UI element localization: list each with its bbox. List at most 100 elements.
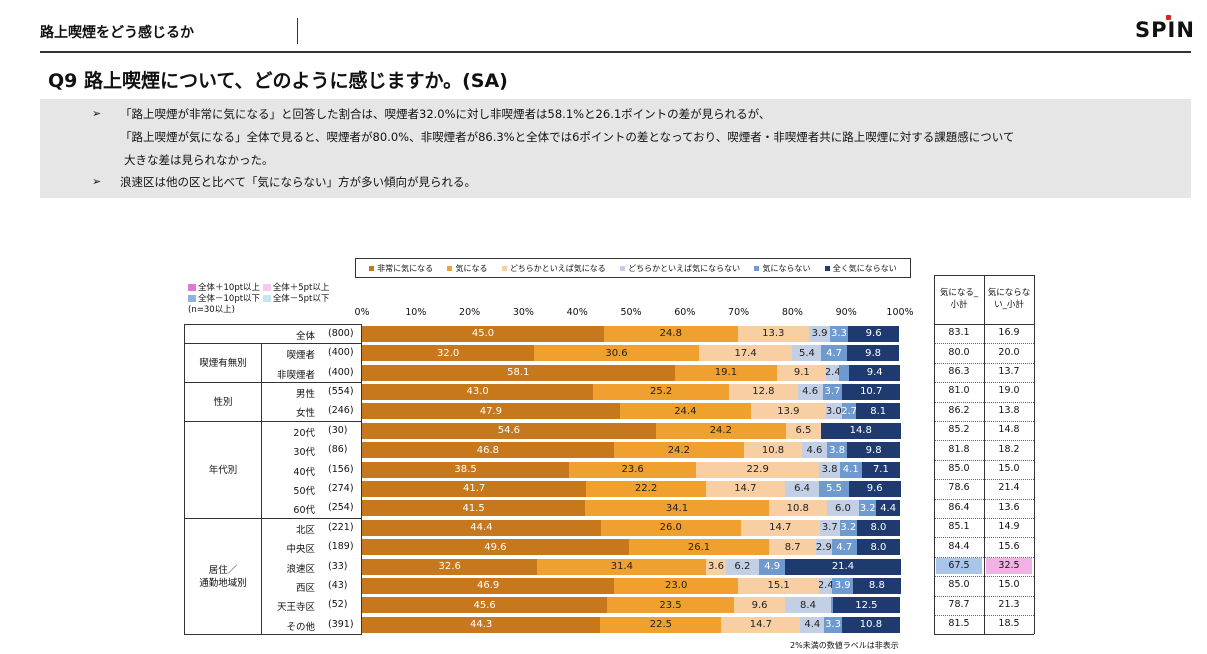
subtotal-rule <box>934 275 935 635</box>
bar-segment: 45.6 <box>362 597 608 614</box>
legend-item: どちらかといえば気になる <box>501 263 606 274</box>
subtotal-cell: 32.5 <box>986 558 1032 575</box>
subtotal-cell: 78.6 <box>948 482 970 494</box>
data-label: 4.6 <box>806 444 823 456</box>
x-tick-label: 90% <box>835 307 857 318</box>
bar-segment: 9.6 <box>848 480 901 497</box>
bar-segment: 31.4 <box>537 558 707 575</box>
data-label: 21.4 <box>831 561 855 572</box>
bar-segment: 3.9 <box>809 325 831 342</box>
data-label: 24.2 <box>709 425 732 437</box>
bar-segment: 2.4 <box>819 577 833 594</box>
data-label: 22.2 <box>634 483 658 495</box>
bar-segment: 9.8 <box>847 442 900 459</box>
data-label: 3.3 <box>830 328 847 340</box>
data-label: 8.0 <box>870 522 887 534</box>
bar-segment: 2.4 <box>826 364 840 381</box>
subtotal-cell: 85.0 <box>948 463 970 474</box>
x-tick-label: 60% <box>674 307 696 318</box>
bar-segment: 8.0 <box>856 539 900 556</box>
data-label: 22.5 <box>649 619 672 631</box>
data-label: 14.7 <box>749 619 773 631</box>
bar-segment: 45.0 <box>362 325 605 342</box>
row-label: 非喫煙者 <box>276 369 315 381</box>
row-label: 50代 <box>293 485 315 497</box>
subtotal-dotted-rule <box>935 498 984 500</box>
data-label: 9.6 <box>866 483 883 495</box>
bar-segment: 24.8 <box>604 325 738 342</box>
subtotal-dotted-rule <box>985 498 1034 500</box>
data-label: 26.1 <box>687 541 711 553</box>
data-label: 41.7 <box>463 483 486 495</box>
legend-item: 気にならない <box>754 263 810 274</box>
legend-swatch <box>754 265 760 271</box>
table-rule <box>184 324 185 635</box>
bar-segment: 13.9 <box>750 403 826 420</box>
bar-segment: 10.8 <box>768 500 827 517</box>
subtotal-rule <box>934 324 1034 325</box>
data-label: 14.7 <box>769 522 792 534</box>
subtotal-cell: 18.5 <box>998 618 1020 630</box>
key-label: 全体－10pt以下 <box>198 294 261 304</box>
legend-swatch <box>369 265 375 271</box>
x-tick-label: 0% <box>354 307 370 318</box>
subtotal-dotted-rule <box>935 421 984 422</box>
data-label: 14.8 <box>849 425 872 437</box>
row-label: 中央区 <box>286 544 315 556</box>
data-label: 9.8 <box>865 347 882 359</box>
subtotal-cell: 14.9 <box>998 521 1020 533</box>
bar-segment: 46.9 <box>362 577 615 594</box>
row-label: 40代 <box>293 466 315 478</box>
bar-segment: 10.7 <box>842 383 900 400</box>
bar-segment: 2.9 <box>816 539 832 556</box>
bar-segment: 3.3 <box>824 616 842 633</box>
data-label: 34.1 <box>665 502 689 514</box>
row-label: 男性 <box>295 388 315 400</box>
data-label: 6.0 <box>835 502 851 514</box>
subtotal-cell: 85.0 <box>948 579 970 591</box>
group-rule <box>184 343 362 345</box>
data-label: 8.4 <box>800 599 816 611</box>
subtotal-dotted-rule <box>985 459 1034 461</box>
data-label: 3.7 <box>824 386 841 398</box>
bar-segment: 46.8 <box>362 442 614 459</box>
row-label: 30代 <box>293 447 315 459</box>
subtotal-cell: 19.0 <box>998 385 1020 397</box>
bar-segment: 22.2 <box>586 480 706 497</box>
bar-segment: 3.0 <box>825 403 842 420</box>
key-label: 全体＋5pt以上 <box>272 283 330 293</box>
legend-swatch <box>824 265 830 271</box>
legend-swatch <box>447 265 453 271</box>
bar-segment: 13.3 <box>737 325 810 342</box>
data-label: 58.1 <box>507 367 530 378</box>
data-label: 9.6 <box>751 599 768 611</box>
data-label: 47.9 <box>479 405 502 417</box>
row-n: (221) <box>328 521 354 533</box>
subtotal-cell: 13.8 <box>998 404 1020 416</box>
data-label: 4.9 <box>764 561 781 572</box>
data-label: 8.7 <box>784 541 801 553</box>
data-label: 12.5 <box>855 599 878 611</box>
bar-segment: 24.2 <box>613 442 744 459</box>
bar-segment: 2.7 <box>841 403 857 420</box>
legend-label: 非常に気になる <box>377 263 434 273</box>
bar-segment: 30.6 <box>534 345 699 362</box>
subtotal-cell: 14.8 <box>998 424 1020 436</box>
data-label: 46.8 <box>476 444 500 456</box>
subtotal-dotted-rule <box>985 479 1034 481</box>
bar-segment: 34.1 <box>585 500 769 517</box>
bar-segment: 58.1 <box>362 364 675 381</box>
table-rule <box>184 324 362 325</box>
bar-segment: 43.0 <box>362 383 594 400</box>
subtotal-dotted-rule <box>935 518 984 519</box>
bar-segment: 32.6 <box>362 558 538 575</box>
legend-swatch <box>620 265 626 271</box>
data-label: 3.9 <box>811 328 828 340</box>
row-label: その他 <box>286 621 315 633</box>
key-label: 全体－5pt以下 <box>272 294 330 304</box>
bar-segment: 8.1 <box>856 403 900 420</box>
subtotal-cell: 86.2 <box>948 404 970 416</box>
bar-segment: 3.7 <box>819 519 840 536</box>
group-rule <box>184 518 362 519</box>
subtotal-cell: 81.8 <box>948 443 970 455</box>
